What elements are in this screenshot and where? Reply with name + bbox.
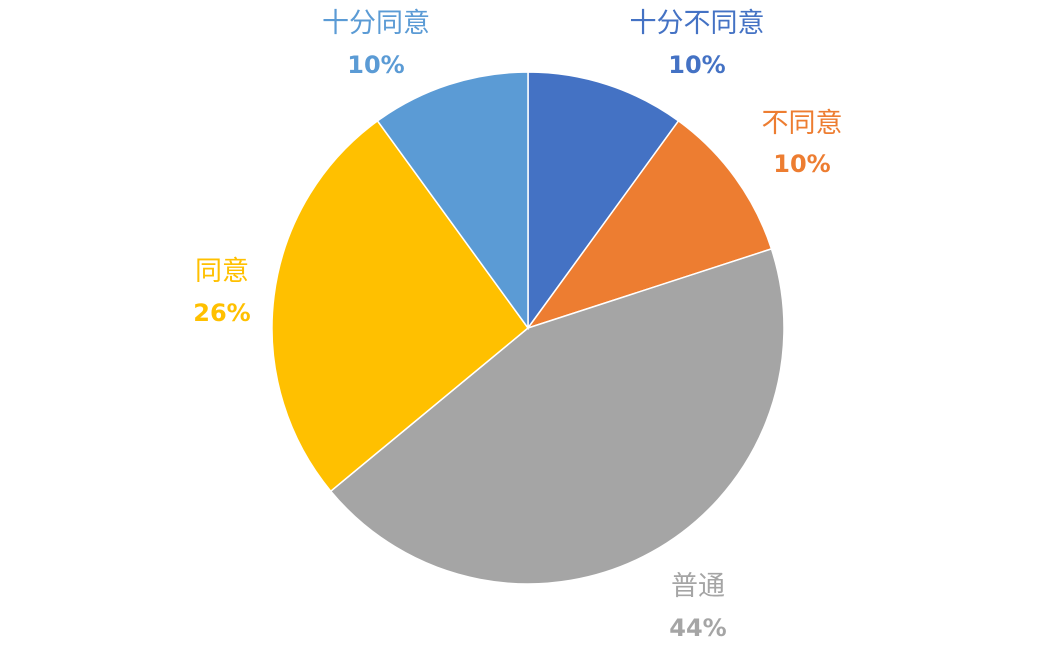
slice-value-label: 44%	[669, 614, 726, 642]
pie-slice	[329, 247, 785, 585]
slice-label: 同意	[195, 256, 249, 287]
slice-label: 十分同意	[322, 8, 430, 39]
pie-slice	[527, 71, 680, 331]
slice-value-label: 10%	[773, 150, 830, 178]
slice-value-label: 10%	[347, 51, 404, 79]
pie-slice	[376, 71, 529, 331]
pie-slice	[271, 119, 530, 493]
slice-value-label: 10%	[668, 51, 725, 79]
slice-label: 十分不同意	[630, 8, 765, 39]
slice-label: 不同意	[762, 108, 843, 139]
pie-slice	[526, 119, 773, 330]
slice-label: 普通	[671, 571, 725, 602]
slice-value-label: 26%	[193, 299, 250, 327]
